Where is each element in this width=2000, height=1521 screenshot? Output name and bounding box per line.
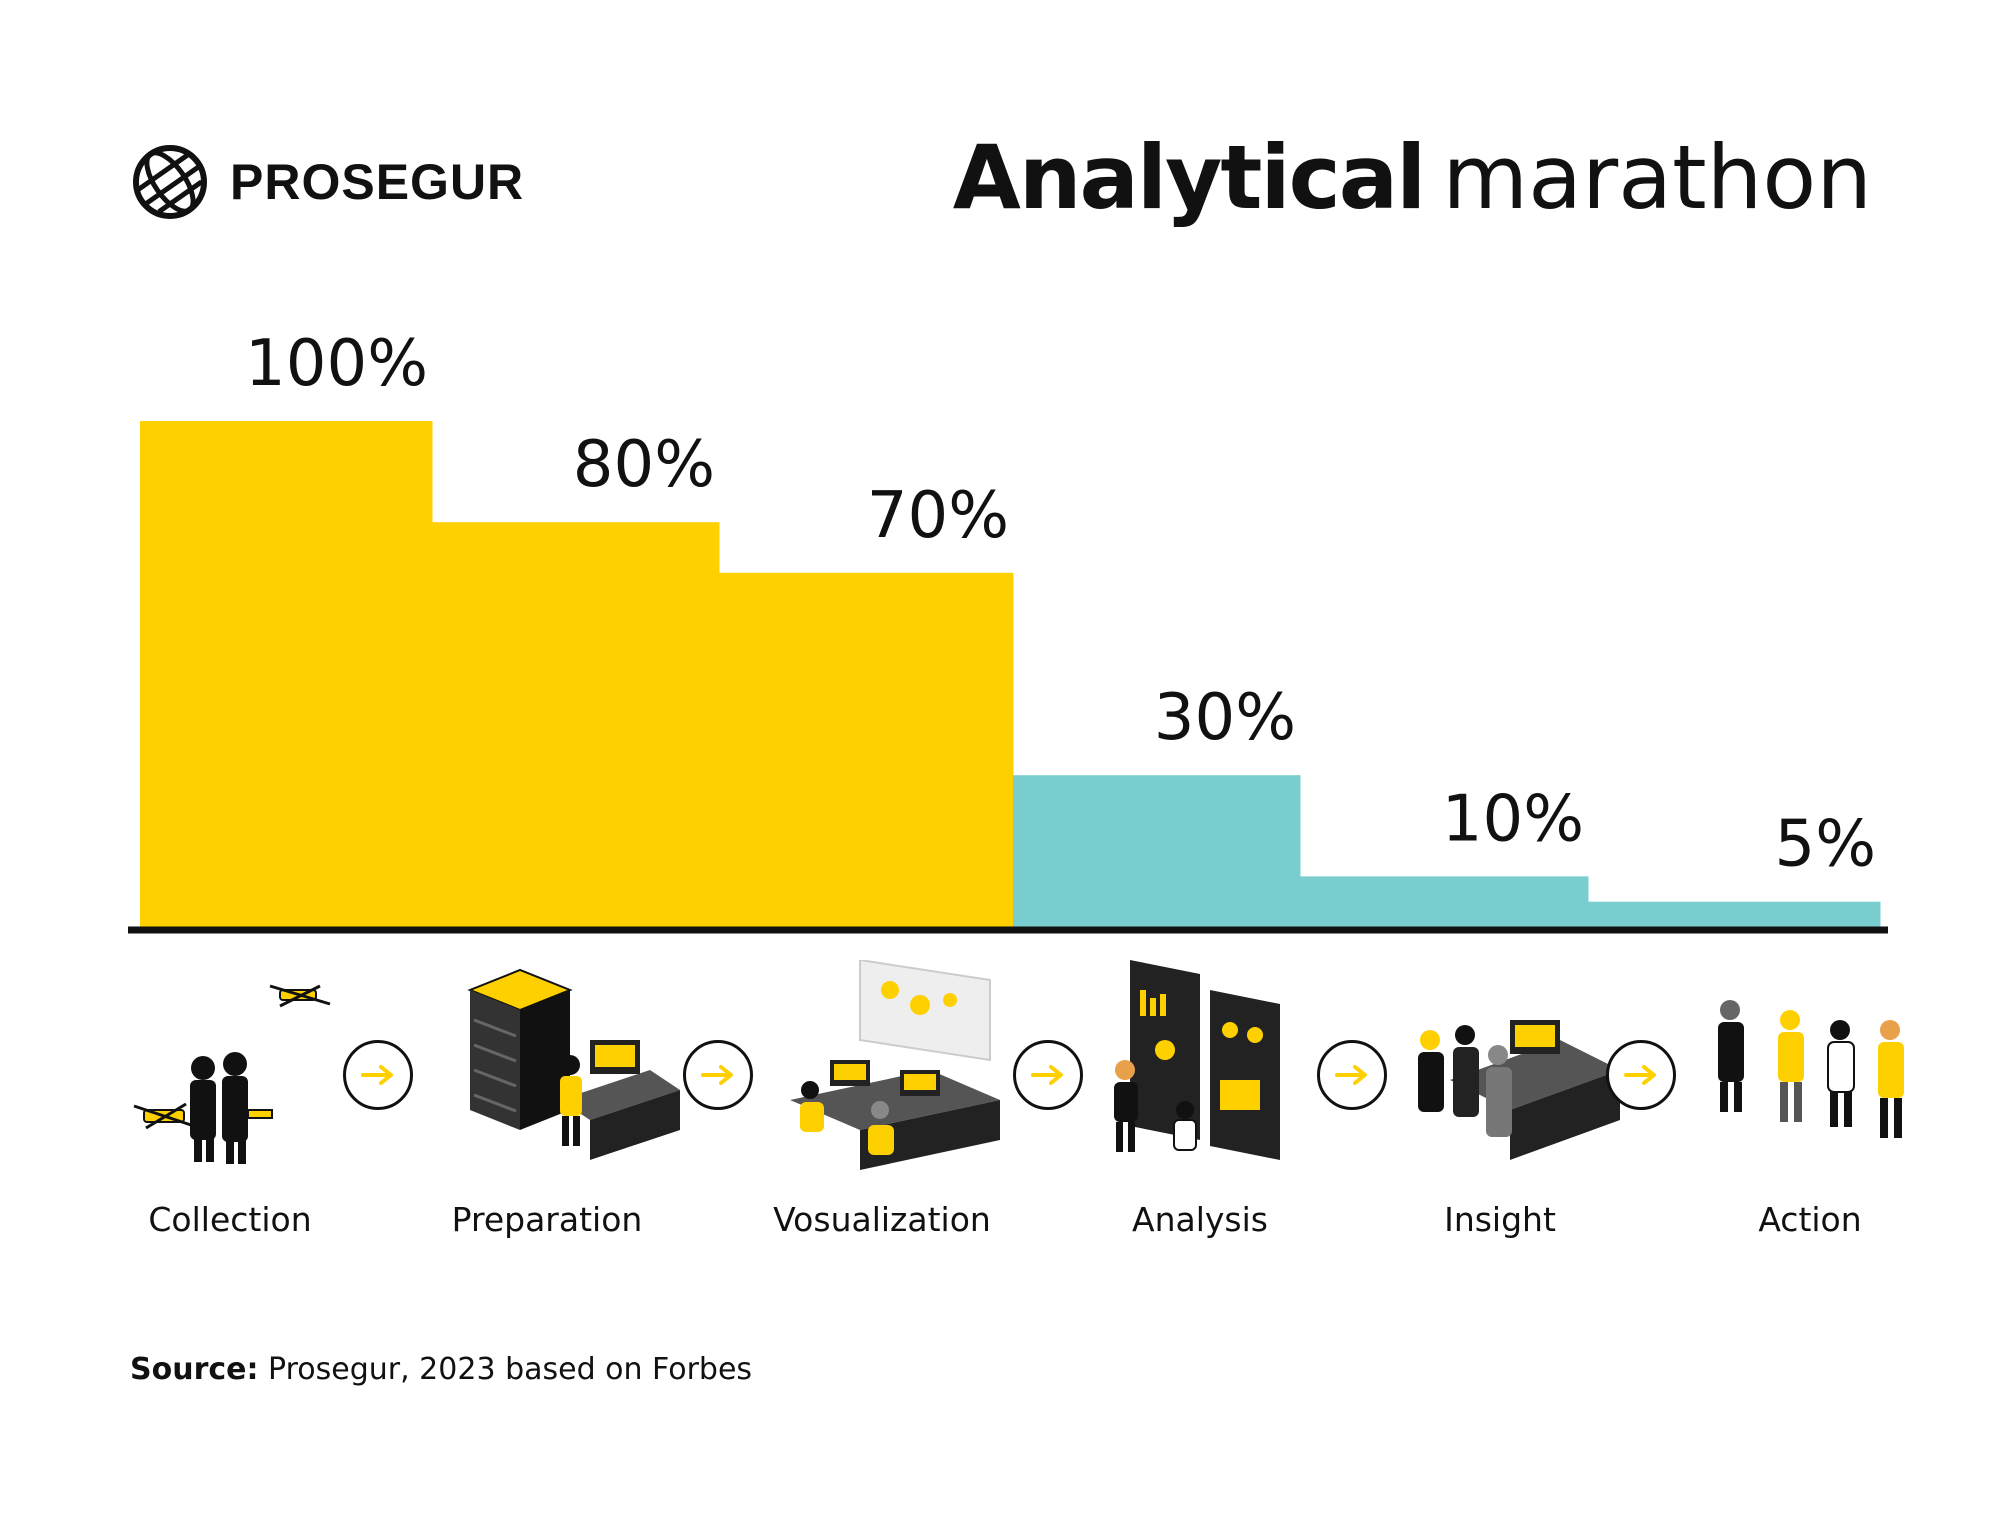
- arrow-right-icon: [1317, 1040, 1387, 1110]
- brand-logo: PROSEGUR: [130, 140, 524, 224]
- stage-icon-insight: [1390, 960, 1630, 1180]
- source-key: Source:: [130, 1352, 259, 1387]
- title-bold: Analytical: [952, 126, 1427, 229]
- data-label-action: 5%: [1774, 808, 1876, 882]
- globe-icon: [133, 145, 207, 219]
- bar-analysis: [1013, 775, 1301, 927]
- stage-label-preparation: Preparation: [451, 1200, 643, 1239]
- dashboard-analysts-icon: [1114, 960, 1280, 1160]
- arrow-right-icon: [683, 1040, 753, 1110]
- team-meeting-icon: [1418, 1020, 1620, 1160]
- bar-vosualization: [719, 572, 1014, 927]
- arrow-right-icon: [1013, 1040, 1083, 1110]
- bar-action: [1588, 901, 1881, 927]
- stage-icon-preparation: [450, 960, 690, 1180]
- data-label-collection: 100%: [245, 327, 428, 401]
- server-workstation-icon: [467, 968, 680, 1160]
- monitoring-room-icon: [790, 958, 1000, 1170]
- brand-name: PROSEGUR: [230, 154, 525, 210]
- stage-label-visualization: Vosualization: [773, 1200, 991, 1239]
- stage-icon-analysis: [1090, 960, 1330, 1180]
- stage-icon-collection: [130, 960, 370, 1180]
- stage-label-analysis: Analysis: [1132, 1200, 1268, 1239]
- stage-icon-action: [1690, 960, 1930, 1180]
- data-label-analysis: 30%: [1154, 681, 1296, 755]
- bar-collection: [140, 421, 433, 927]
- stage-label-action: Action: [1758, 1200, 1862, 1239]
- bar-insight: [1300, 876, 1589, 927]
- source-note: Source: Prosegur, 2023 based on Forbes: [130, 1352, 752, 1387]
- stage-label-insight: Insight: [1444, 1200, 1556, 1239]
- bar-preparation: [432, 522, 720, 927]
- drone-operators-icon: [133, 984, 331, 1164]
- source-text: Prosegur, 2023 based on Forbes: [258, 1352, 753, 1387]
- arrow-right-icon: [343, 1040, 413, 1110]
- step-bar-chart: 100% 80% 70% 30% 10% 5%: [128, 327, 1888, 934]
- arrow-right-icon: [1606, 1040, 1676, 1110]
- title-light: marathon: [1442, 126, 1872, 229]
- stage-label-collection: Collection: [148, 1200, 312, 1239]
- stage-icon-visualization: [770, 958, 1010, 1180]
- data-label-insight: 10%: [1442, 782, 1584, 856]
- data-label-preparation: 80%: [573, 428, 715, 502]
- field-team-icon: [1718, 1000, 1904, 1138]
- data-label-vosualization: 70%: [867, 479, 1009, 553]
- page-title: Analytical marathon: [953, 128, 1872, 228]
